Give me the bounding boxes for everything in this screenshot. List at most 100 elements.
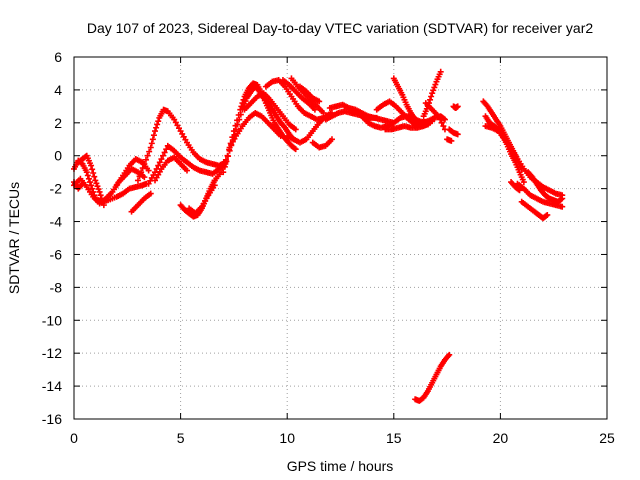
data-series: [446, 126, 461, 138]
data-point: [520, 179, 527, 186]
data-series: [152, 154, 190, 184]
data-point: [153, 124, 160, 131]
data-point: [558, 196, 565, 203]
data-point: [328, 136, 335, 143]
data-point: [515, 186, 522, 193]
x-tick-label: 20: [493, 430, 509, 446]
data-point: [91, 173, 98, 180]
data-point: [152, 128, 159, 135]
data-point: [223, 158, 230, 165]
data-point: [161, 149, 168, 156]
data-series: [145, 142, 229, 187]
data-point: [94, 183, 101, 190]
data-point: [92, 177, 99, 184]
data-point: [454, 131, 461, 138]
data-point: [292, 146, 299, 153]
data-point: [234, 121, 241, 128]
data-point: [236, 116, 243, 123]
data-points: [71, 68, 566, 404]
data-point: [95, 186, 102, 193]
data-point: [141, 160, 148, 167]
data-series: [518, 198, 551, 222]
y-tick-label: 6: [54, 49, 62, 65]
data-point: [147, 190, 154, 197]
x-tick-label: 15: [386, 430, 402, 446]
data-point: [225, 153, 232, 160]
data-point: [435, 113, 442, 120]
data-point: [432, 81, 439, 88]
y-tick-label: -16: [42, 411, 62, 427]
data-point: [429, 90, 436, 97]
data-point: [163, 146, 170, 153]
data-series: [420, 68, 444, 120]
data-point: [88, 162, 95, 169]
data-point: [155, 118, 162, 125]
data-series: [226, 109, 284, 151]
y-tick-label: -8: [50, 279, 63, 295]
data-series: [134, 106, 229, 184]
data-point: [431, 84, 438, 91]
x-tick-label: 0: [70, 430, 78, 446]
data-series: [241, 90, 299, 133]
y-tick-label: -14: [42, 378, 62, 394]
data-series: [508, 179, 523, 194]
axis-tick-labels: 0 5 10 15 20 25 -16 -14 -12 -10 -8 -6 -4 -2 0 2 4 6: [42, 49, 615, 446]
y-axis-title: SDTVAR / TECUs: [6, 182, 22, 294]
data-point: [559, 195, 566, 202]
data-point: [412, 116, 419, 123]
x-axis-title: GPS time / hours: [287, 458, 394, 474]
data-series: [75, 152, 107, 209]
data-point: [90, 170, 97, 177]
data-point: [437, 68, 444, 75]
data-point: [97, 192, 104, 199]
data-point: [85, 175, 92, 182]
data-point: [86, 179, 93, 186]
data-point: [89, 185, 96, 192]
data-point: [292, 126, 299, 133]
y-tick-label: -2: [50, 181, 63, 197]
data-point: [427, 96, 434, 103]
data-point: [160, 152, 167, 159]
data-point: [150, 132, 157, 139]
data-point: [145, 167, 152, 174]
plot-frame: [73, 56, 608, 420]
data-point: [437, 116, 444, 123]
data-point: [146, 148, 153, 155]
data-point: [183, 167, 190, 174]
data-point: [316, 98, 323, 105]
data-point: [428, 93, 435, 100]
x-tick-label: 5: [177, 430, 185, 446]
data-point: [448, 137, 455, 144]
data-series: [279, 77, 318, 113]
data-point: [454, 103, 461, 110]
data-point: [99, 198, 106, 205]
data-series: [296, 83, 323, 105]
data-point: [134, 177, 141, 184]
data-point: [141, 174, 148, 181]
data-point: [138, 169, 145, 176]
x-tick-label: 10: [279, 430, 295, 446]
data-point: [446, 351, 453, 358]
data-point: [96, 188, 103, 195]
x-tick-label: 25: [599, 430, 615, 446]
data-point: [79, 180, 86, 187]
y-tick-label: -12: [42, 345, 62, 361]
y-tick-label: 4: [54, 82, 62, 98]
data-point: [83, 169, 90, 176]
data-series: [412, 351, 453, 404]
data-point: [242, 98, 249, 105]
data-point: [149, 136, 156, 143]
data-point: [88, 182, 95, 189]
data-point: [154, 121, 161, 128]
data-series: [326, 101, 397, 126]
data-point: [277, 132, 284, 139]
data-point: [147, 144, 154, 151]
data-point: [158, 156, 165, 163]
data-point: [543, 212, 550, 219]
data-series: [390, 75, 419, 123]
data-series: [525, 169, 566, 205]
data-point: [142, 156, 149, 163]
data-series: [444, 136, 455, 144]
data-series: [309, 136, 335, 151]
